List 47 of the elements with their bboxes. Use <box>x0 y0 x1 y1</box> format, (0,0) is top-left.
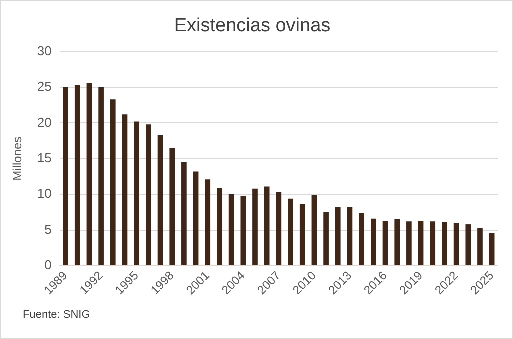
bar <box>134 122 140 266</box>
bar <box>74 85 80 266</box>
bar <box>170 148 176 266</box>
bar <box>158 135 164 266</box>
bar <box>217 188 222 266</box>
bar <box>182 162 187 266</box>
source-note: Fuente: SNIG <box>23 309 90 321</box>
bar <box>122 114 128 266</box>
bar <box>418 220 424 266</box>
bar <box>63 87 68 266</box>
bar <box>371 218 376 266</box>
y-tick-label: 15 <box>37 150 52 166</box>
bar <box>146 124 152 266</box>
y-tick-label: 5 <box>44 222 52 237</box>
bar <box>205 180 211 266</box>
chart-title: Existencias ovinas <box>174 16 331 37</box>
bar <box>347 207 353 266</box>
y-tick-label: 30 <box>37 43 52 58</box>
bar <box>430 222 436 266</box>
bar <box>300 204 306 266</box>
y-tick-label: 0 <box>44 258 52 273</box>
bar <box>324 212 329 266</box>
bar <box>276 192 282 266</box>
bar <box>335 207 341 266</box>
bar <box>288 198 294 266</box>
bar <box>394 220 400 266</box>
bar <box>98 87 104 266</box>
bar <box>264 186 270 266</box>
bar <box>312 195 318 266</box>
y-tick-label: 10 <box>37 186 52 202</box>
bar <box>466 224 472 266</box>
bar <box>193 172 199 266</box>
bar <box>478 228 483 266</box>
y-tick-label: 20 <box>37 114 52 130</box>
bar <box>454 223 460 266</box>
bar <box>110 100 116 266</box>
bar <box>86 83 92 266</box>
y-axis-title: Millones <box>10 136 25 181</box>
bar <box>228 194 234 266</box>
bar <box>240 196 246 266</box>
bar <box>442 222 448 266</box>
bar <box>252 188 258 266</box>
bar <box>359 213 364 266</box>
y-tick-label: 25 <box>37 79 52 94</box>
bar <box>382 220 388 266</box>
bar <box>489 233 495 266</box>
bar <box>406 222 412 266</box>
